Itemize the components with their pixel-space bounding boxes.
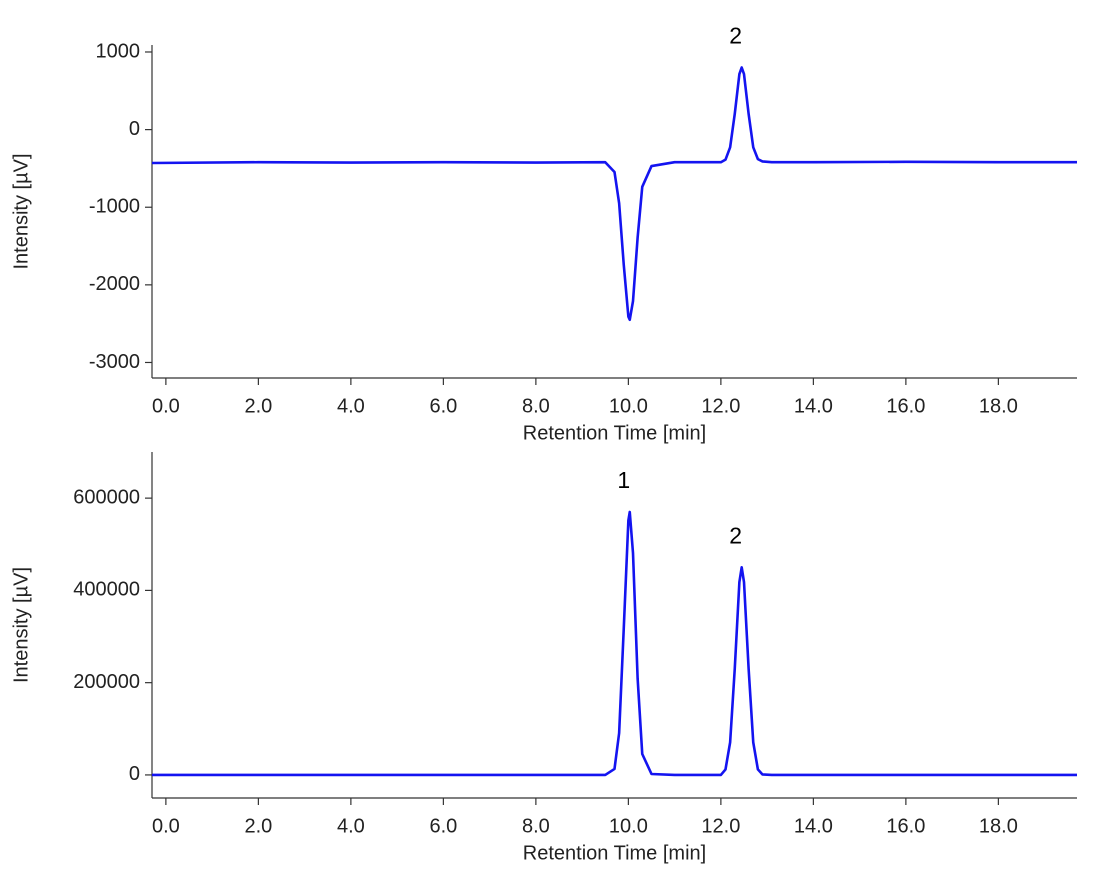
x-tick-label: 2.0 (244, 395, 272, 417)
x-tick-label: 4.0 (337, 395, 365, 417)
x-axis-title: Retention Time [min] (523, 842, 706, 864)
y-tick-label: -2000 (89, 273, 140, 295)
y-tick-label: 600000 (73, 486, 140, 508)
trace-line (151, 66, 1077, 322)
x-tick-label: 8.0 (522, 395, 550, 417)
y-tick-label: 0 (129, 763, 140, 785)
y-tick-label: -1000 (89, 196, 140, 218)
peak-label: 2 (729, 522, 742, 548)
peak-label: 1 (617, 467, 630, 493)
x-tick-label: 18.0 (979, 815, 1018, 837)
x-tick-label: 16.0 (886, 815, 925, 837)
x-tick-label: 10.0 (609, 395, 648, 417)
x-tick-label: 10.0 (609, 815, 648, 837)
x-tick-label: 12.0 (701, 395, 740, 417)
x-tick-label: 0.0 (152, 395, 180, 417)
x-tick-label: 0.0 (152, 815, 180, 837)
y-tick-label: 1000 (96, 40, 141, 62)
trace-line (152, 510, 1077, 777)
x-axis-title: Retention Time [min] (523, 422, 706, 444)
y-axis-title: Intensity [µV] (10, 153, 32, 269)
x-tick-label: 18.0 (979, 395, 1018, 417)
x-tick-label: 14.0 (794, 815, 833, 837)
x-tick-label: 4.0 (337, 815, 365, 837)
x-tick-label: 8.0 (522, 815, 550, 837)
y-tick-label: 200000 (73, 671, 140, 693)
y-tick-label: 0 (129, 118, 140, 140)
y-tick-label: -3000 (89, 351, 140, 373)
x-tick-label: 6.0 (429, 815, 457, 837)
y-tick-label: 400000 (73, 579, 140, 601)
x-tick-label: 16.0 (886, 395, 925, 417)
peak-label: 2 (729, 23, 742, 49)
x-tick-label: 14.0 (794, 395, 833, 417)
x-tick-label: 12.0 (701, 815, 740, 837)
x-tick-label: 2.0 (244, 815, 272, 837)
y-axis-title: Intensity [µV] (10, 567, 32, 683)
x-tick-label: 6.0 (429, 395, 457, 417)
